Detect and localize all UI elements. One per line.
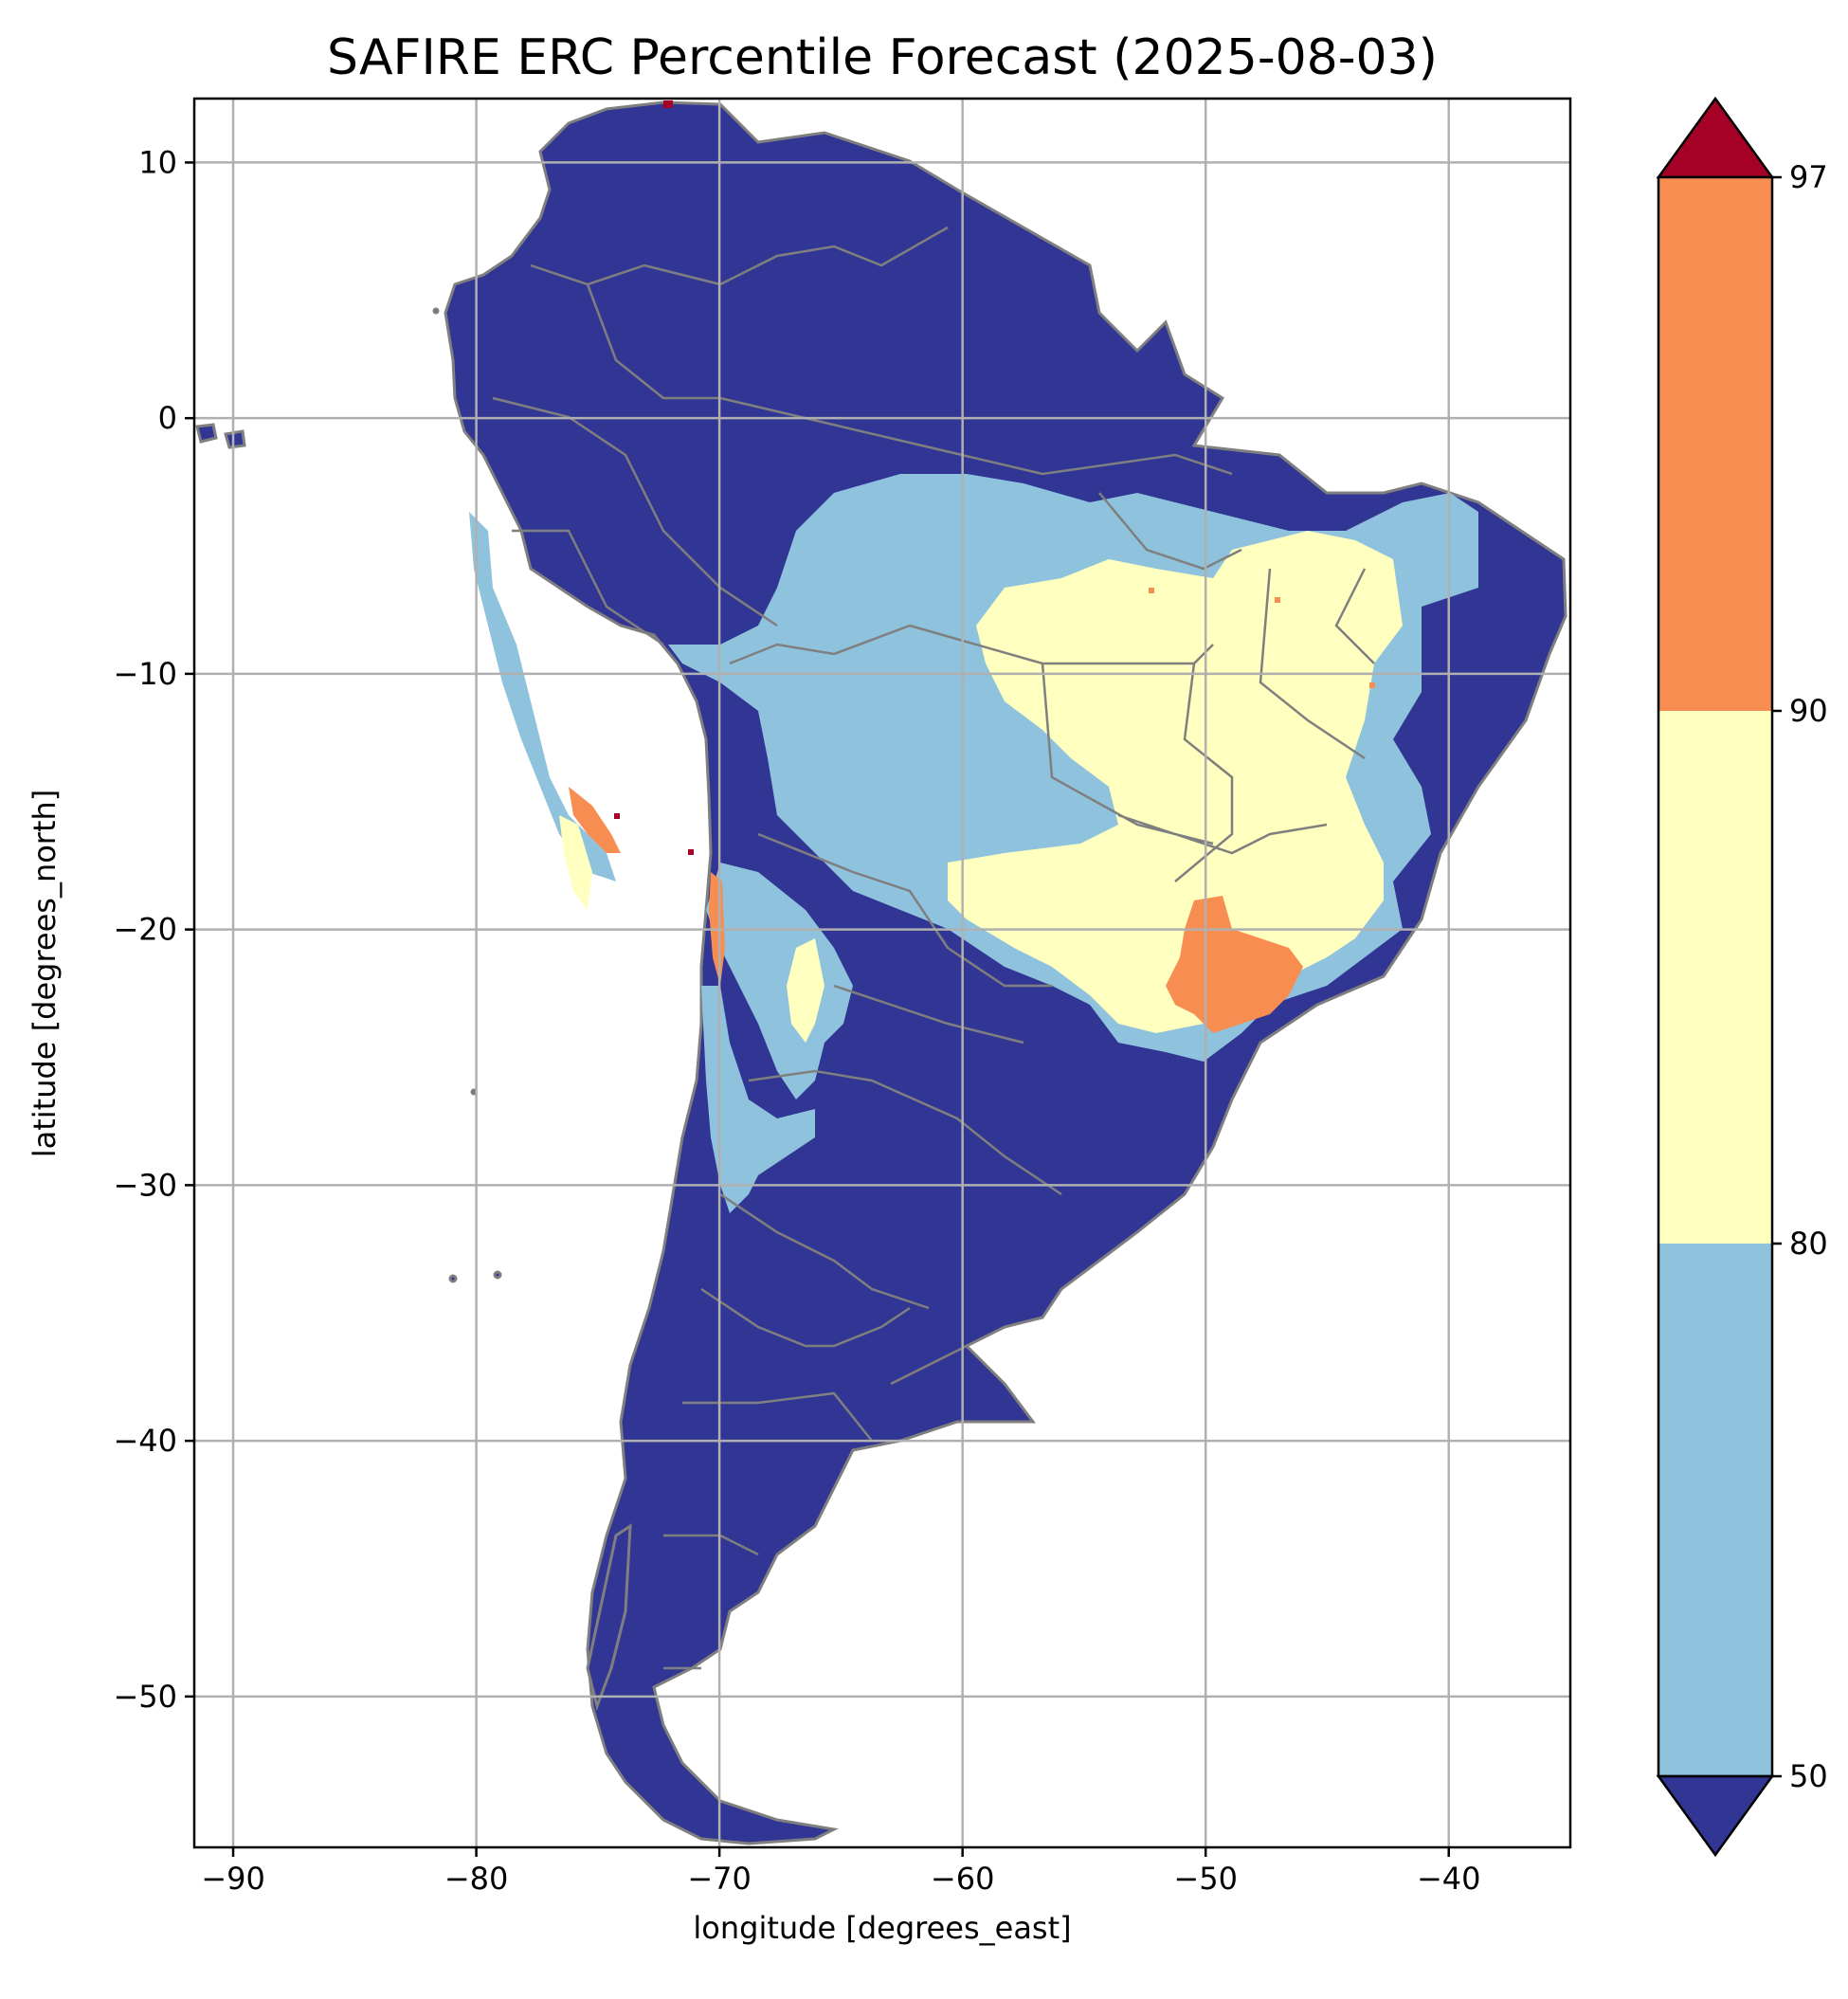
zone-above-97-speck (688, 849, 694, 855)
y-tick-label: −20 (113, 912, 177, 948)
zone-80-90-altiplano (787, 938, 824, 1043)
x-tick-label: −90 (201, 1861, 265, 1897)
map-area (194, 99, 1570, 1847)
x-tick: −80 (444, 1847, 509, 1897)
x-tick: −60 (931, 1847, 995, 1897)
y-tick-label: −30 (113, 1167, 177, 1203)
admin-borders (492, 226, 1375, 1670)
x-tick-label: −60 (931, 1861, 995, 1897)
zone-90-97-speck (1275, 597, 1280, 603)
y-tick-label: −40 (113, 1423, 177, 1459)
zone-50-80-andes-north (469, 512, 616, 881)
colorbar-tick-label: 50 (1789, 1758, 1828, 1794)
y-tick: 10 (138, 144, 194, 180)
zone-50-80-altiplano (706, 863, 853, 1099)
zone-90-97-peru-coast (569, 787, 621, 853)
x-axis-label: longitude [degrees_east] (693, 1910, 1071, 1946)
map-axes-frame (192, 97, 1572, 1849)
colorbar-tick-label: 97 (1789, 159, 1828, 195)
y-tick: −10 (113, 656, 194, 692)
map-title: SAFIRE ERC Percentile Forecast (2025-08-… (327, 29, 1438, 86)
y-tick-label: 10 (138, 144, 177, 180)
zone-90-97-speck (1149, 588, 1154, 593)
zone-above-97-speck (614, 813, 620, 819)
colorbar: 97 90 80 50 (1656, 96, 1828, 1858)
x-tick: −50 (1173, 1847, 1238, 1897)
y-tick: −30 (113, 1167, 194, 1203)
islands (195, 307, 632, 1712)
gridlines (194, 99, 1570, 1847)
x-tick: −90 (201, 1847, 265, 1897)
y-tick: 0 (158, 400, 194, 436)
x-axis: −90 −80 −70 −60 −50 −40 (201, 1847, 1480, 1897)
x-tick: −70 (687, 1847, 752, 1897)
colorbar-band-80-90 (1658, 711, 1772, 1244)
y-tick-label: −10 (113, 656, 177, 692)
y-axis-label: latitude [degrees_north] (27, 790, 63, 1158)
x-tick-label: −80 (444, 1861, 509, 1897)
colorbar-frame (1657, 175, 1774, 1778)
x-tick: −40 (1417, 1847, 1481, 1897)
zone-80-90-coast (559, 815, 592, 910)
x-tick-label: −40 (1417, 1861, 1481, 1897)
colorbar-extend-above-97 (1656, 96, 1775, 179)
zone-90-97-speck (1369, 682, 1375, 688)
colorbar-tick-label: 80 (1789, 1226, 1828, 1262)
y-tick: −40 (113, 1423, 194, 1459)
zone-50-80-andes-south (701, 986, 815, 1213)
colorbar-band-90-97 (1658, 177, 1772, 711)
zone-above-97-speck (663, 100, 673, 108)
colorbar-tick-label: 90 (1789, 693, 1828, 729)
x-tick-label: −50 (1173, 1861, 1238, 1897)
y-tick-label: 0 (158, 400, 177, 436)
y-tick: −50 (113, 1679, 194, 1715)
y-axis: 10 0 −10 −20 −30 −40 −50 (113, 144, 194, 1715)
x-tick-label: −70 (687, 1861, 752, 1897)
zone-80-90-brazil (948, 531, 1403, 1033)
y-tick: −20 (113, 912, 194, 948)
colorbar-band-50-80 (1658, 1244, 1772, 1776)
colorbar-extend-below-50 (1656, 1774, 1775, 1858)
y-tick-label: −50 (113, 1679, 177, 1715)
